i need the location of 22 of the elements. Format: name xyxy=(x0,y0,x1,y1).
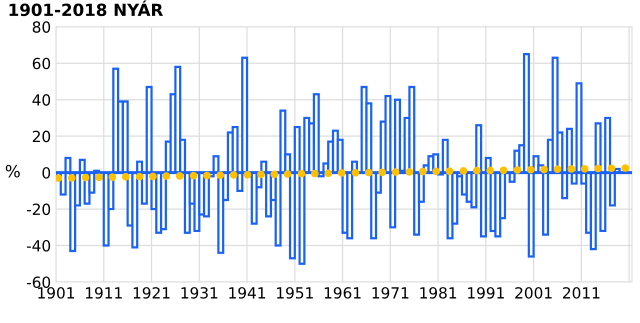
x-tick-label: 1941 xyxy=(229,287,266,299)
chart-title: 1901-2018 NYÁR xyxy=(10,0,163,16)
x-tick-label: 1981 xyxy=(420,287,456,299)
y-tick-label: 60 xyxy=(32,58,50,70)
x-tick-label: 1971 xyxy=(372,287,408,299)
y-tick-label: -20 xyxy=(26,204,50,216)
x-tick-label: 1961 xyxy=(324,287,361,299)
y-tick-label: -60 xyxy=(26,276,50,288)
x-tick-label: 1931 xyxy=(182,287,218,299)
y-tick-label: 0 xyxy=(42,167,50,179)
x-tick-label: 1991 xyxy=(468,287,504,299)
y-tick-label: 80 xyxy=(32,21,50,33)
x-tick-label: 1911 xyxy=(86,287,122,299)
x-tick-label: 2011 xyxy=(563,287,600,299)
x-tick-label: 2001 xyxy=(515,287,552,299)
y-tick-label: 20 xyxy=(32,130,50,142)
x-tick-label: 1951 xyxy=(277,287,313,299)
y-tick-label: 40 xyxy=(32,94,50,106)
x-tick-label: 1921 xyxy=(134,287,170,299)
y-tick-label: -40 xyxy=(26,240,50,252)
x-tick-label: 1901 xyxy=(38,287,74,299)
y-axis-title: % xyxy=(6,164,20,178)
